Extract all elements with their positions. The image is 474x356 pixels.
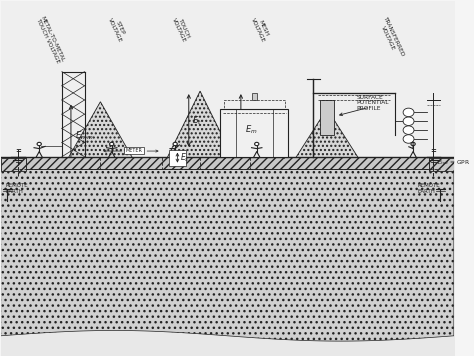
Text: $E_s$: $E_s$ bbox=[180, 151, 189, 164]
Polygon shape bbox=[0, 169, 454, 341]
Circle shape bbox=[255, 142, 259, 146]
Polygon shape bbox=[0, 158, 26, 171]
Bar bbox=[220, 109, 289, 157]
Text: METAL-TO-METAL
TOUCH VOLTAGE: METAL-TO-METAL TOUCH VOLTAGE bbox=[35, 15, 66, 65]
Text: $E_t$: $E_t$ bbox=[192, 114, 202, 127]
Text: REMOTE
EARTH: REMOTE EARTH bbox=[5, 183, 28, 194]
Polygon shape bbox=[289, 109, 365, 169]
Circle shape bbox=[403, 108, 414, 117]
Circle shape bbox=[403, 117, 414, 126]
Circle shape bbox=[411, 142, 415, 146]
Polygon shape bbox=[26, 157, 429, 169]
Circle shape bbox=[403, 126, 414, 134]
Circle shape bbox=[109, 142, 114, 146]
Polygon shape bbox=[62, 102, 139, 169]
Text: MESH
VOLTAGE: MESH VOLTAGE bbox=[250, 15, 271, 43]
Polygon shape bbox=[429, 158, 454, 171]
Polygon shape bbox=[162, 91, 238, 169]
Bar bbox=[169, 150, 186, 166]
Circle shape bbox=[37, 142, 41, 146]
Bar bbox=[252, 93, 257, 100]
Circle shape bbox=[403, 135, 414, 143]
Text: $E_m$: $E_m$ bbox=[245, 124, 257, 136]
Text: $E_{tnd}$ = GPR: $E_{tnd}$ = GPR bbox=[437, 158, 470, 167]
Text: SURFACE
POTENTIAL
PROFILE: SURFACE POTENTIAL PROFILE bbox=[356, 95, 389, 111]
Text: TOUCH
VOLTAGE: TOUCH VOLTAGE bbox=[171, 15, 191, 43]
Bar bbox=[124, 147, 145, 154]
Text: =: = bbox=[430, 148, 437, 154]
Text: STEP
VOLTAGE: STEP VOLTAGE bbox=[107, 15, 128, 43]
Circle shape bbox=[173, 142, 177, 146]
Text: =: = bbox=[15, 148, 21, 154]
Bar bbox=[224, 100, 285, 109]
Text: TRANSFERRED
VOLTAGE: TRANSFERRED VOLTAGE bbox=[377, 15, 405, 59]
Text: METER: METER bbox=[126, 148, 143, 153]
Text: $E_{mm}$: $E_{mm}$ bbox=[74, 129, 93, 142]
Text: REMOTE
EARTH: REMOTE EARTH bbox=[418, 183, 440, 194]
Bar bbox=[320, 100, 334, 135]
